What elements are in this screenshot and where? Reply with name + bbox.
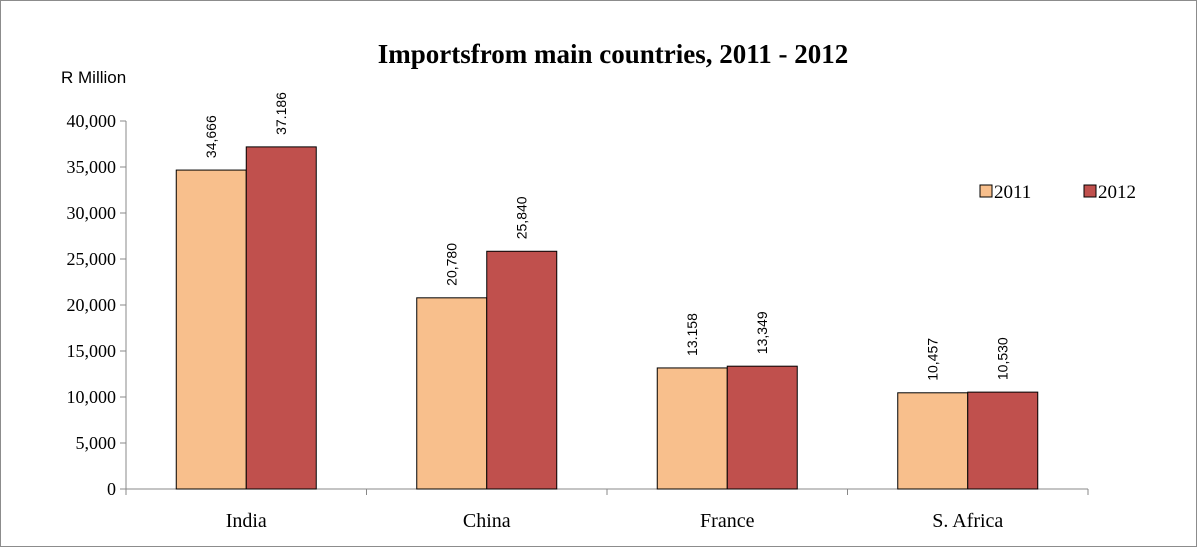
bar-2012-france bbox=[726, 365, 798, 490]
y-tick-label: 20,000 bbox=[67, 295, 117, 315]
data-label: 10,530 bbox=[995, 337, 1011, 380]
legend-swatch-2012 bbox=[1083, 184, 1097, 198]
y-tick-label: 30,000 bbox=[67, 203, 117, 223]
bar-2012-china bbox=[486, 250, 558, 490]
y-tick-label: 15,000 bbox=[67, 341, 117, 361]
bar-2011-china bbox=[416, 297, 488, 490]
data-label: 25,840 bbox=[514, 196, 530, 239]
y-tick-label: 10,000 bbox=[67, 387, 117, 407]
bar-2011-france bbox=[656, 367, 728, 490]
legend-swatch-2011 bbox=[979, 184, 993, 198]
x-tick-label: India bbox=[226, 510, 267, 532]
y-axis-label: R Million bbox=[61, 68, 126, 87]
data-label: 10,457 bbox=[925, 338, 941, 381]
bar-2012-s-africa bbox=[967, 391, 1039, 490]
y-tick-label: 35,000 bbox=[67, 157, 117, 177]
y-tick-label: 5,000 bbox=[76, 433, 117, 453]
legend: 2011 2012 bbox=[979, 182, 1136, 203]
y-tick-label: 25,000 bbox=[67, 249, 117, 269]
bar-2011-s-africa bbox=[897, 392, 969, 490]
data-label: 13,349 bbox=[754, 311, 770, 354]
x-tick-label: China bbox=[463, 510, 511, 532]
y-tick-label: 40,000 bbox=[67, 111, 117, 131]
data-label: 20,780 bbox=[444, 243, 460, 286]
chart-title: Importsfrom main countries, 2011 - 2012 bbox=[378, 39, 848, 69]
legend-label-2011: 2011 bbox=[994, 182, 1031, 203]
y-tick-label: 0 bbox=[107, 479, 116, 499]
legend-label-2012: 2012 bbox=[1098, 182, 1136, 203]
bars bbox=[175, 146, 1039, 490]
data-labels: 34,666 37.186 20,780 25,840 13.158 13,349 10,4… bbox=[203, 92, 1011, 381]
data-label: 37.186 bbox=[273, 92, 289, 135]
axes: 0 5,000 10,000 15,000 20,000 25,000 30,000 35,0… bbox=[67, 111, 1089, 532]
x-tick-label: S. Africa bbox=[932, 510, 1003, 532]
bar-2012-india bbox=[245, 146, 317, 490]
data-label: 34,666 bbox=[203, 115, 219, 158]
bar-2011-india bbox=[175, 169, 247, 490]
x-tick-label: France bbox=[700, 510, 755, 532]
data-label: 13.158 bbox=[684, 313, 700, 356]
